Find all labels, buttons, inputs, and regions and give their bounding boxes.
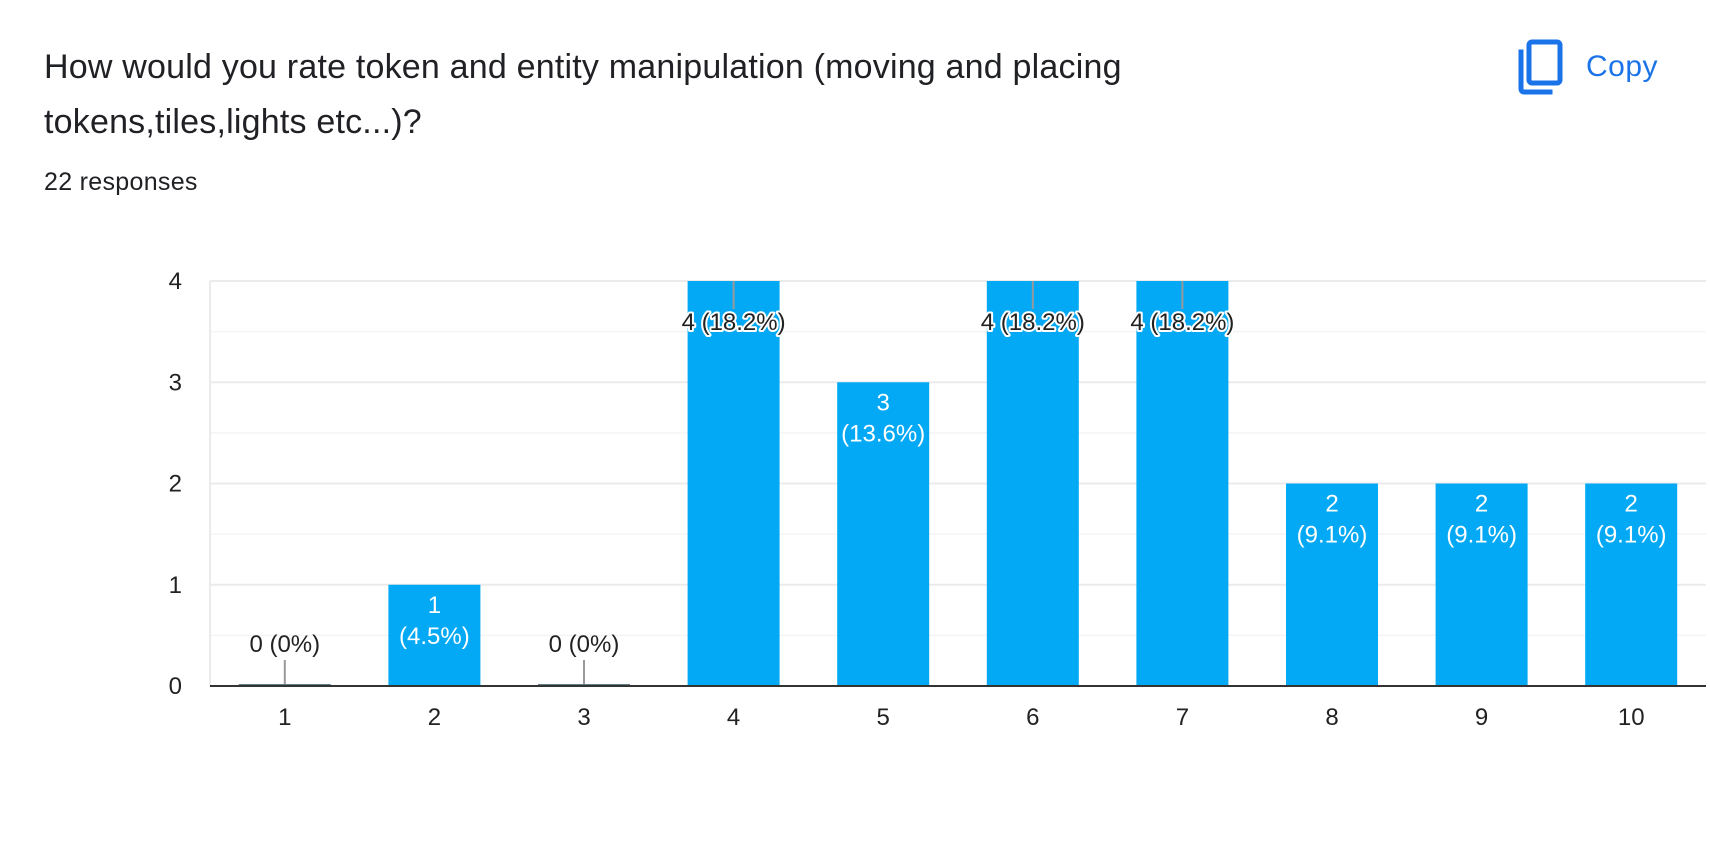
x-tick-label: 1 xyxy=(278,704,291,731)
chart-data-labels: 0 (0%) 1 (4.5%) 0 (0%) 4 (18.2%) 3 (13.6%) 4 (1… xyxy=(249,281,1667,684)
bar xyxy=(1585,483,1678,686)
y-tick-label: 0 xyxy=(169,673,182,700)
y-tick-label: 1 xyxy=(169,572,182,599)
x-tick-label: 7 xyxy=(1176,704,1189,731)
chart-axes: 0 1 2 3 4 1 2 3 4 5 6 7 8 9 10 xyxy=(169,268,1706,731)
data-label: 4 (18.2%) xyxy=(1130,309,1234,336)
y-tick-label: 2 xyxy=(169,471,182,498)
x-tick-label: 9 xyxy=(1475,704,1488,731)
bar xyxy=(687,281,780,686)
response-count: 22 responses xyxy=(44,168,198,196)
chart-bars xyxy=(238,281,1678,686)
y-tick-label: 4 xyxy=(169,268,182,295)
data-label: 3 (13.6%) xyxy=(841,389,925,447)
x-tick-label: 6 xyxy=(1026,704,1039,731)
data-label: 4 (18.2%) xyxy=(682,309,786,336)
bar xyxy=(986,281,1079,686)
x-tick-label: 4 xyxy=(727,704,740,731)
bar xyxy=(837,382,930,686)
data-label: 0 (0%) xyxy=(549,631,620,658)
bar xyxy=(1136,281,1229,686)
x-tick-label: 2 xyxy=(428,704,441,731)
data-label: 4 (18.2%) xyxy=(981,309,1085,336)
bar xyxy=(1435,483,1528,686)
y-tick-label: 3 xyxy=(169,369,182,396)
x-tick-label: 5 xyxy=(877,704,890,731)
bar xyxy=(388,584,481,686)
x-tick-label: 8 xyxy=(1325,704,1338,731)
data-label: 1 (4.5%) xyxy=(399,592,470,650)
copy-icon xyxy=(1518,39,1563,95)
data-label: 2 (9.1%) xyxy=(1446,491,1517,549)
x-tick-label: 3 xyxy=(577,704,590,731)
data-label: 0 (0%) xyxy=(249,631,320,658)
copy-button[interactable]: Copy xyxy=(1508,30,1666,104)
bar xyxy=(1286,483,1378,686)
data-label: 2 (9.1%) xyxy=(1596,491,1667,549)
question-title: How would you rate token and entity mani… xyxy=(44,48,1122,141)
data-label: 2 (9.1%) xyxy=(1297,491,1368,549)
copy-label: Copy xyxy=(1586,50,1659,83)
x-tick-label: 10 xyxy=(1618,704,1645,731)
